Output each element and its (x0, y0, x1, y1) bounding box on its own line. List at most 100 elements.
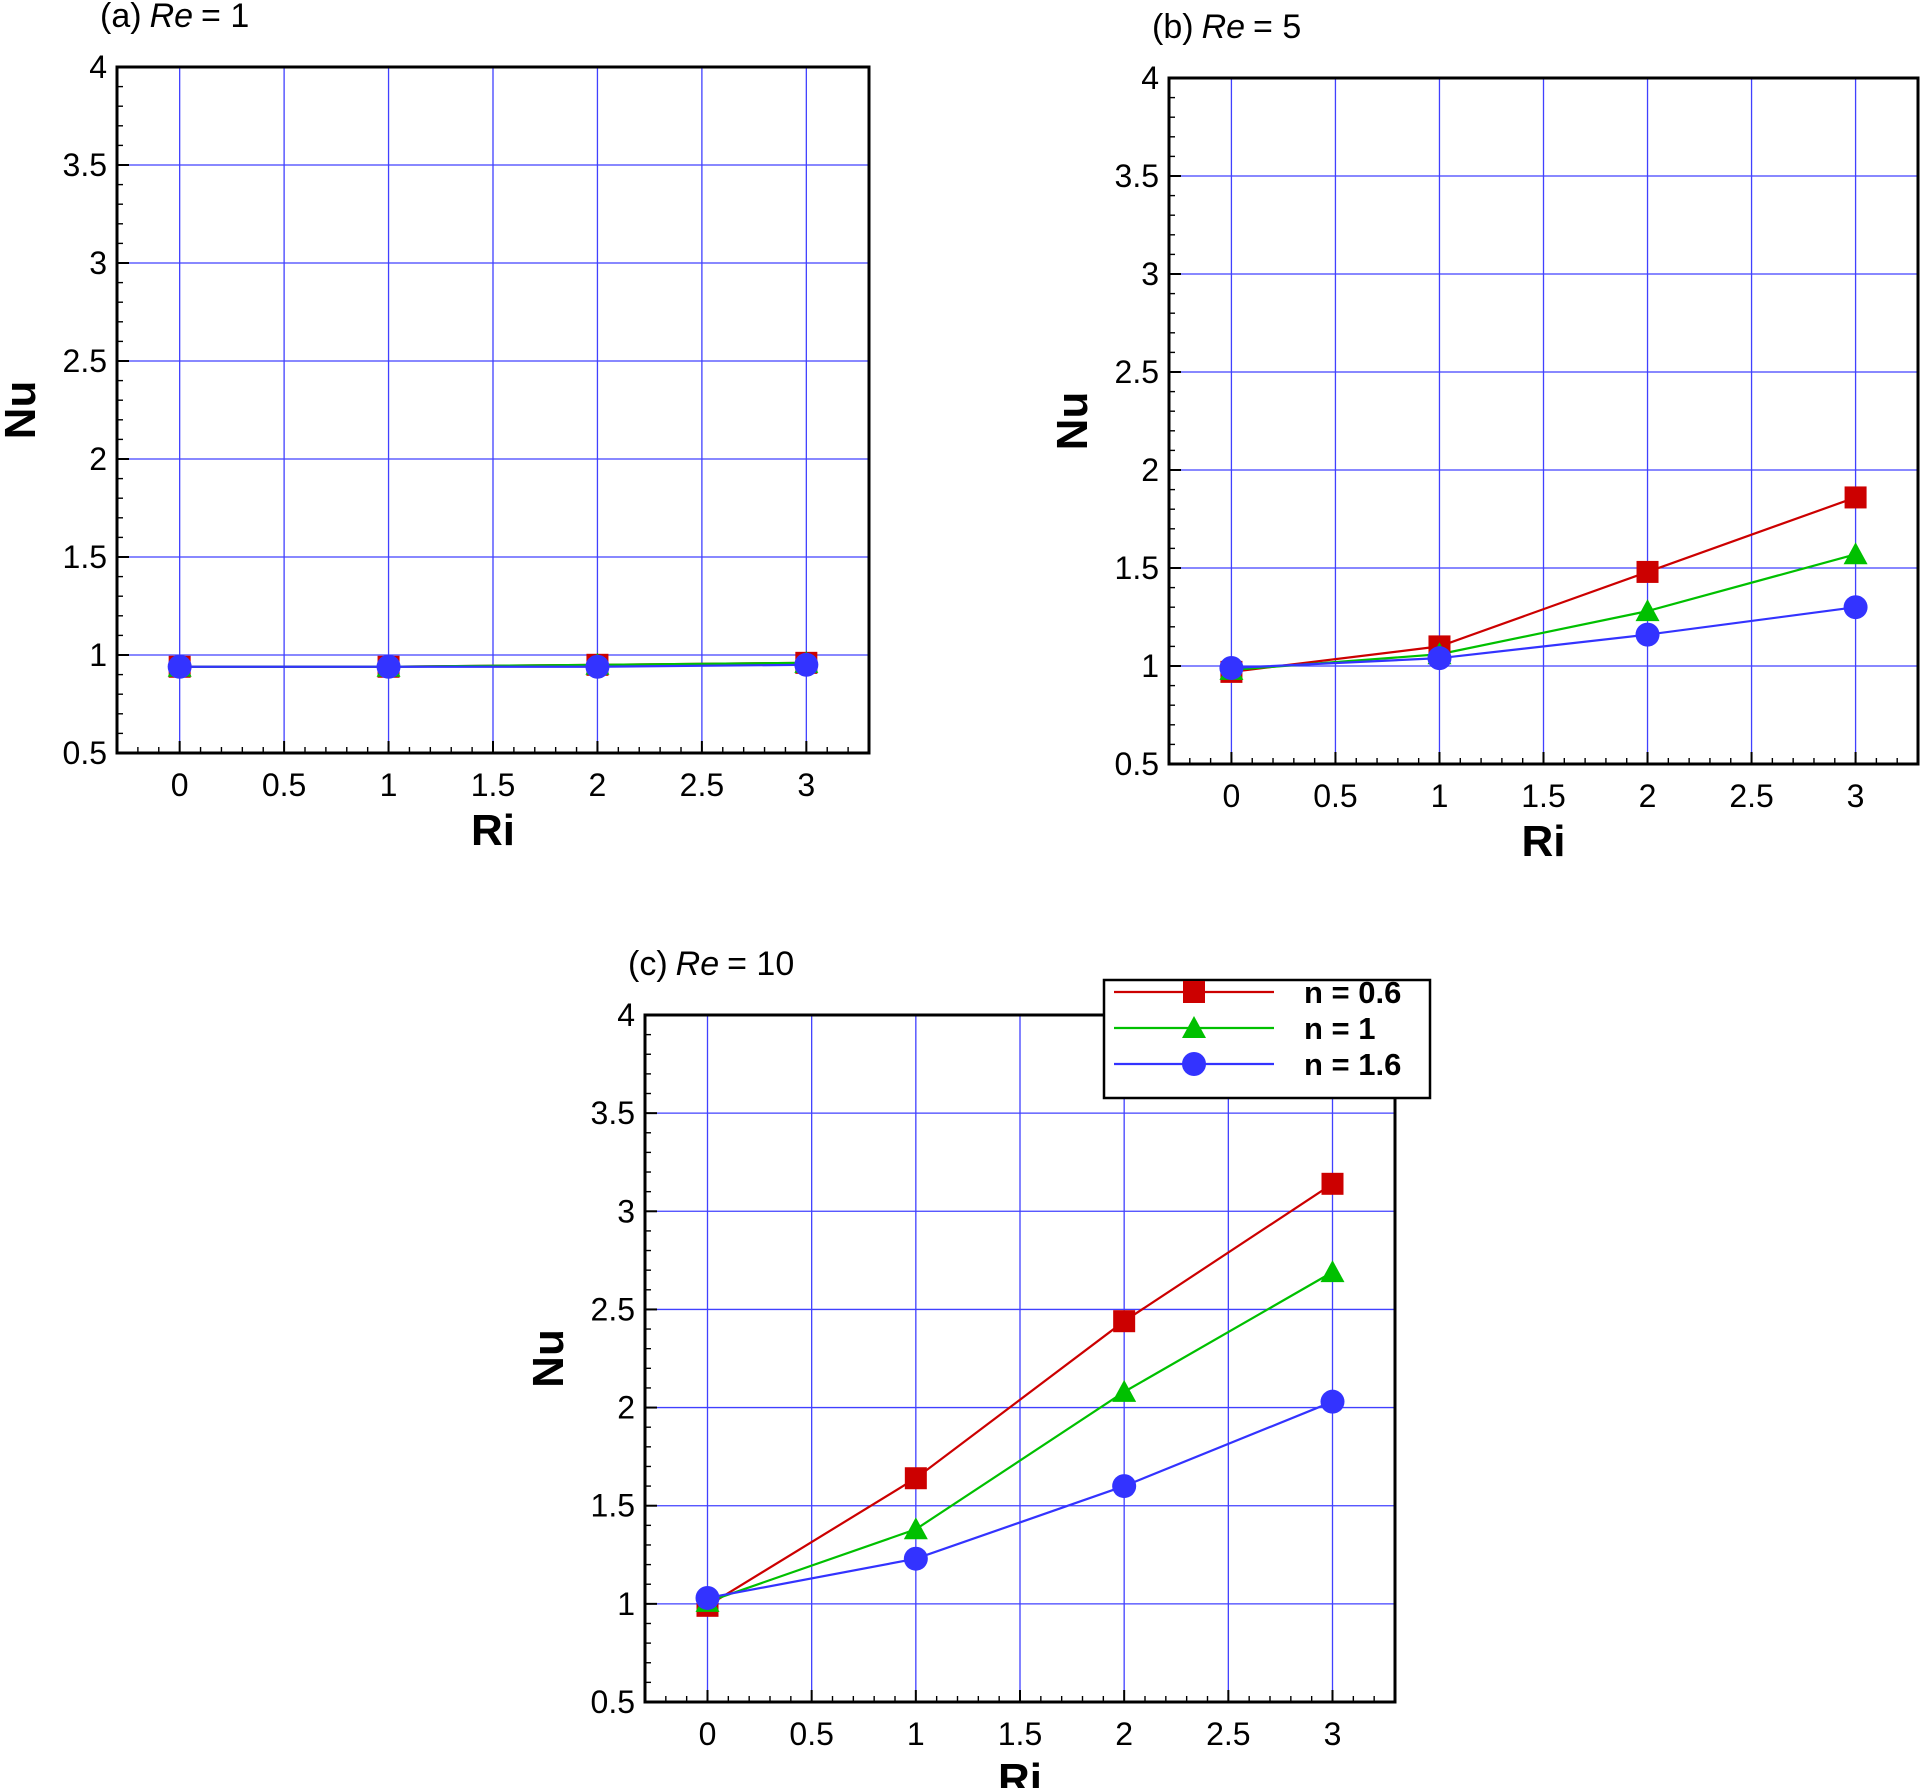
y-tick-label: 2.5 (591, 1291, 635, 1327)
x-tick-label: 1 (380, 767, 398, 803)
y-axis-label: Nu (1048, 392, 1097, 451)
y-tick-label: 0.5 (591, 1684, 635, 1720)
x-tick-label: 1.5 (998, 1716, 1042, 1752)
x-tick-label: 2.5 (680, 767, 724, 803)
data-point (585, 654, 610, 679)
x-axis-label: Ri (1522, 817, 1566, 866)
y-tick-label: 3.5 (1115, 158, 1159, 194)
y-tick-label: 2 (89, 441, 107, 477)
x-tick-label: 2 (1639, 778, 1657, 814)
x-tick-label: 1.5 (471, 767, 515, 803)
x-tick-label: 3 (797, 767, 815, 803)
y-tick-label: 3 (89, 245, 107, 281)
x-tick-label: 2.5 (1729, 778, 1773, 814)
x-tick-label: 2 (1115, 1716, 1133, 1752)
y-tick-label: 1 (1141, 648, 1159, 684)
x-tick-label: 0.5 (789, 1716, 833, 1752)
panel-title-prefix: (a) (100, 0, 142, 35)
data-point (1112, 1474, 1137, 1499)
panel-title-prefix: (c) (628, 945, 668, 983)
x-tick-label: 3 (1847, 778, 1865, 814)
y-tick-label: 4 (617, 997, 635, 1033)
legend-marker-2 (1182, 1016, 1206, 1038)
y-axis-label: Nu (524, 1329, 573, 1388)
panel-title-var: Re (1202, 8, 1245, 46)
data-point (695, 1585, 720, 1610)
legend-label-2: n = 1 (1304, 1011, 1376, 1046)
data-point (1219, 655, 1244, 680)
data-point (1113, 1310, 1136, 1333)
panel-title: (a) Re = 1 (100, 0, 249, 35)
data-point (1112, 1379, 1137, 1402)
data-point (1427, 646, 1452, 671)
x-tick-label: 3 (1324, 1716, 1342, 1752)
series-line-1 (1231, 496, 1856, 673)
y-tick-label: 3 (617, 1193, 635, 1229)
x-tick-label: 0 (699, 1716, 717, 1752)
legend-label-1: n = 0.6 (1304, 975, 1401, 1010)
chart-panel-1: (a) Re = 1 0.5 1 1.5 2 2.5 3 3.5 4 0 0.5 1 1.5 2 2.5 3 Ri N… (0, 0, 871, 855)
data-point (903, 1517, 928, 1540)
legend-marker-1 (1183, 981, 1205, 1003)
x-tick-label: 0 (171, 767, 189, 803)
data-point (167, 654, 192, 679)
y-tick-label: 2 (617, 1390, 635, 1426)
series-line-3 (707, 1400, 1333, 1600)
chart-panel-2: (b) Re = 5 0.5 1 1.5 2 2.5 3 3.5 4 0 0.5 1 1.5 2 2.5 3 Ri N… (1048, 8, 1920, 866)
panel-title-var: Re (150, 0, 193, 35)
x-tick-label: 1 (1431, 778, 1449, 814)
y-tick-label: 3.5 (591, 1095, 635, 1131)
y-tick-label: 4 (89, 49, 107, 85)
data-point (1843, 595, 1868, 620)
series-line-2 (707, 1271, 1334, 1603)
x-tick-label: 0.5 (1313, 778, 1357, 814)
data-point (1320, 1260, 1345, 1283)
y-tick-label: 4 (1141, 60, 1159, 96)
legend-marker-3 (1182, 1052, 1206, 1076)
series-line-1 (706, 1182, 1334, 1607)
y-tick-label: 1 (617, 1586, 635, 1622)
plot-frame (643, 1013, 1397, 1704)
y-tick-label: 1.5 (591, 1488, 635, 1524)
x-tick-label: 2 (589, 767, 607, 803)
x-tick-label: 1 (907, 1716, 925, 1752)
panel-title-prefix: (b) (1152, 8, 1194, 46)
chart-panel-3: (c) Re = 10 0.5 1 1.5 2 2.5 3 3.5 4 0 0.5 1 1.5 2 2.5 3 Ri… (524, 945, 1397, 1788)
x-tick-label: 0 (1223, 778, 1241, 814)
data-point (903, 1546, 928, 1571)
y-axis-label: Nu (0, 381, 45, 440)
x-axis-label: Ri (998, 1755, 1042, 1788)
panel-title-var: Re (676, 945, 719, 983)
legend-box (1102, 978, 1432, 1100)
x-axis-label: Ri (471, 806, 515, 855)
y-tick-label: 2.5 (1115, 354, 1159, 390)
y-tick-label: 1 (89, 637, 107, 673)
chart-legend: n = 0.6n = 1n = 1.6 (1102, 975, 1432, 1100)
plot-frame (1167, 76, 1920, 766)
data-point (1635, 622, 1660, 647)
legend-label-3: n = 1.6 (1304, 1047, 1401, 1082)
data-point (1636, 560, 1659, 583)
y-tick-label: 2.5 (63, 343, 107, 379)
y-tick-label: 1.5 (1115, 550, 1159, 586)
y-tick-label: 2 (1141, 452, 1159, 488)
panel-title-rest: = 1 (201, 0, 249, 35)
series-line-3 (1231, 606, 1856, 670)
y-tick-label: 1.5 (63, 539, 107, 575)
series-line-3 (179, 663, 807, 668)
data-point (1320, 1389, 1345, 1414)
data-point (1844, 486, 1867, 509)
panel-title-rest: = 10 (727, 945, 794, 983)
x-tick-label: 2.5 (1206, 1716, 1250, 1752)
y-tick-label: 3.5 (63, 147, 107, 183)
data-point (1843, 542, 1868, 565)
x-tick-label: 1.5 (1521, 778, 1565, 814)
y-tick-label: 0.5 (63, 735, 107, 771)
data-point (904, 1467, 927, 1490)
x-tick-label: 0.5 (262, 767, 306, 803)
data-point (794, 652, 819, 677)
data-point (1635, 599, 1660, 622)
data-point (1321, 1172, 1344, 1195)
y-tick-label: 0.5 (1115, 746, 1159, 782)
